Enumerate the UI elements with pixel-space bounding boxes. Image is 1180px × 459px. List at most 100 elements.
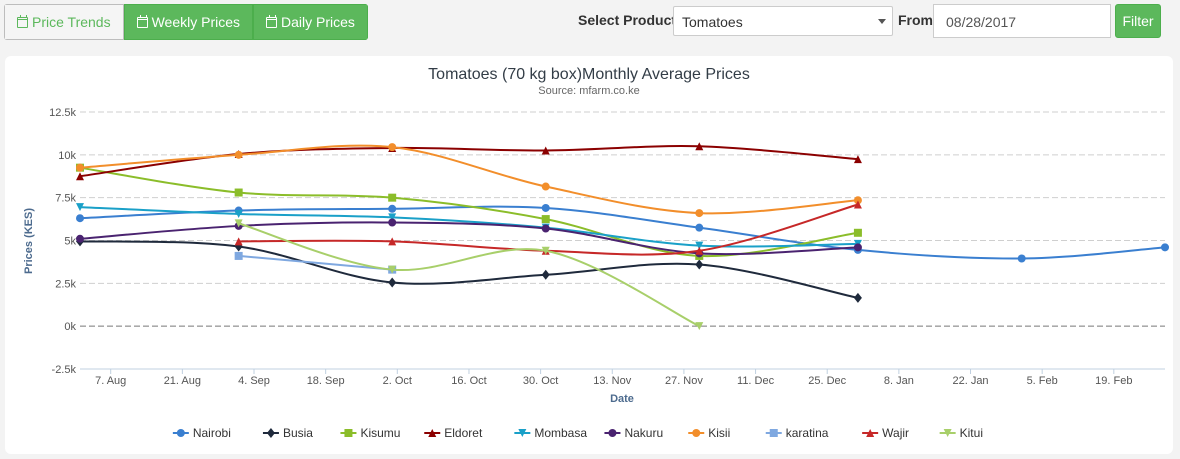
x-tick-label: 22. Jan [952,375,988,387]
data-point-kisumu [853,228,862,237]
data-point-eldoret [541,146,550,155]
x-tick-label: 13. Nov [593,375,631,387]
data-point-nairobi [695,223,704,232]
legend-item-karatina: karatina [786,426,829,440]
data-point-nakuru [388,218,397,227]
series-line-kisii [79,144,859,215]
chevron-down-icon [878,19,886,24]
legend-item-eldoret: Eldoret [444,426,483,440]
data-point-nakuru [853,243,862,252]
calendar-icon [136,14,148,28]
calendar-icon [266,14,278,28]
tab-label: Weekly Prices [151,14,241,30]
x-tick-label: 2. Oct [383,375,412,387]
legend-item-nairobi: Nairobi [193,426,231,440]
legend-item-nakuru: Nakuru [624,426,663,440]
data-point-nairobi [1017,254,1026,263]
x-tick-label: 21. Aug [164,375,201,387]
filter-button[interactable]: Filter [1115,4,1161,38]
from-date-value: 08/28/2017 [946,14,1017,30]
x-tick-label: 27. Nov [665,375,703,387]
data-point-kisii [76,163,84,172]
data-point-mombasa [234,209,243,218]
data-point-kisumu [234,188,243,197]
price-chart: Tomatoes (70 kg box)Monthly Average Pric… [23,66,1169,440]
series-line-nairobi [79,205,1166,260]
select-product-label: Select Product [578,12,677,28]
data-point-eldoret [853,155,862,164]
product-select[interactable]: Tomatoes [673,6,893,36]
series-line-nakuru [79,221,858,256]
tab-label: Price Trends [32,14,111,30]
x-tick-label: 25. Dec [808,375,846,387]
x-tick-label: 16. Oct [451,375,486,387]
legend-marker-busia [266,428,275,438]
series-line-busia [79,240,859,299]
legend-item-busia: Busia [283,426,313,440]
data-point-kisumu [541,215,550,224]
tab-weekly-prices[interactable]: Weekly Prices [123,4,254,40]
data-point-mombasa [76,203,84,212]
x-tick-label: 11. Dec [737,375,775,387]
y-tick-label: 2.5k [55,278,76,290]
data-point-wajir [853,200,862,209]
chart-panel: Tomatoes (70 kg box)Monthly Average Pric… [5,56,1173,454]
data-point-eldoret [695,142,704,151]
data-point-nairobi [541,203,550,212]
calendar-icon [17,14,28,28]
tab-label: Daily Prices [281,14,355,30]
legend-marker-mombasa [518,429,527,437]
data-point-kisii [853,196,862,205]
data-point-kitui [541,246,550,255]
x-tick-label: 18. Sep [307,375,345,387]
x-tick-label: 30. Oct [523,375,558,387]
x-tick-label: 4. Sep [238,375,270,387]
data-point-wajir [388,237,397,246]
data-point-kisii [695,209,704,218]
x-tick-label: 19. Feb [1095,375,1132,387]
data-point-eldoret [76,172,84,181]
x-axis-title: Date [610,393,634,405]
legend-marker-eldoret [428,429,437,437]
data-point-busia [695,259,704,270]
view-tab-group: Price Trends Weekly Prices Daily Prices [4,4,368,40]
data-point-kisii [234,150,243,159]
data-point-kitui [695,322,704,331]
chart-subtitle: Source: mfarm.co.ke [538,85,639,97]
data-point-nakuru [541,224,550,233]
legend-marker-wajir [866,429,875,437]
legend-item-kitui: Kitui [960,426,983,440]
data-point-kitui [388,265,397,274]
data-point-busia [541,269,550,280]
series-line-eldoret [79,145,859,178]
toolbar: Price Trends Weekly Prices Daily Prices … [0,0,1180,48]
data-point-wajir [234,237,243,246]
legend-marker-kisumu [344,429,353,437]
data-point-karatina [234,251,243,260]
legend-marker-kitui [943,429,952,437]
legend-item-kisumu: Kisumu [360,426,400,440]
from-label: From [898,12,933,28]
y-tick-label: 12.5k [49,107,76,119]
series-line-kisumu [79,166,859,258]
tab-price-trends[interactable]: Price Trends [4,4,124,40]
legend-item-kisii: Kisii [708,426,730,440]
filter-button-label: Filter [1122,13,1154,29]
series-line-kitui [238,222,700,328]
data-point-kisii [541,182,550,191]
x-tick-label: 5. Feb [1027,375,1058,387]
x-tick-label: 7. Aug [95,375,126,387]
from-date-input[interactable]: 08/28/2017 [933,4,1111,38]
legend-marker-kisii [692,429,701,437]
legend-marker-nairobi [176,429,185,437]
y-tick-label: 0k [64,321,76,333]
legend-item-mombasa: Mombasa [534,426,587,440]
legend-marker-nakuru [608,429,617,437]
legend-marker-karatina [769,429,778,437]
tab-daily-prices[interactable]: Daily Prices [253,4,368,40]
series-line-karatina [238,254,393,271]
data-point-busia [853,292,862,303]
data-point-nakuru [76,234,84,243]
data-point-kisumu [388,193,397,202]
y-tick-label: 7.5k [55,193,76,205]
